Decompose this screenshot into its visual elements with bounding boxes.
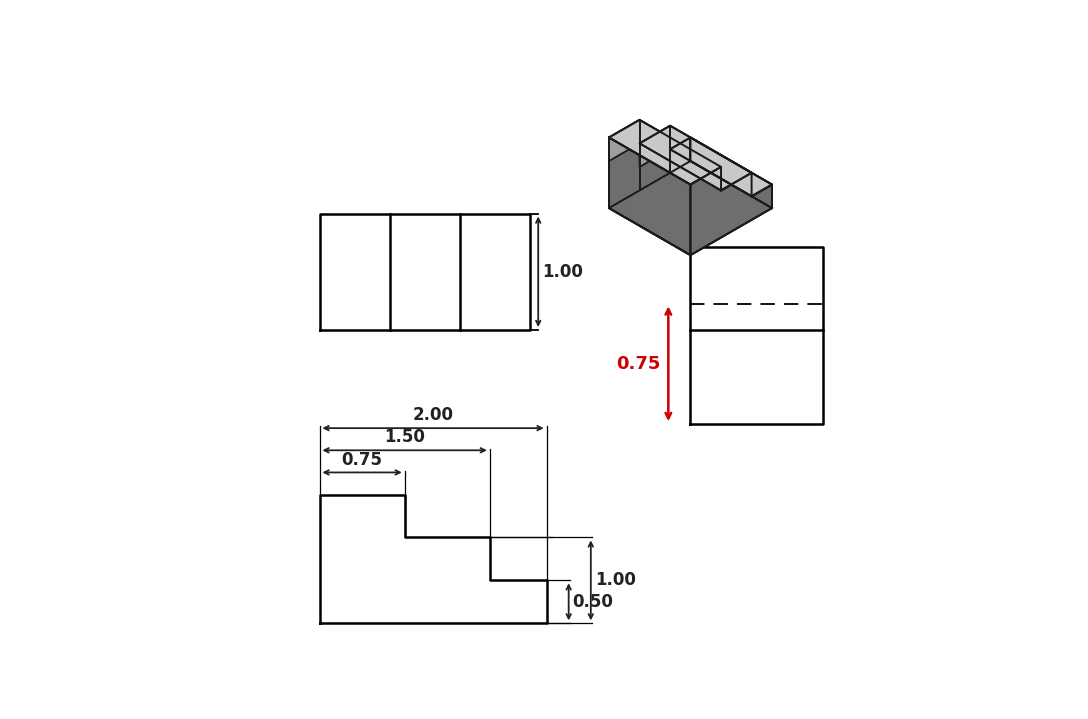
Polygon shape	[609, 120, 721, 185]
Text: 2.00: 2.00	[412, 406, 454, 424]
Polygon shape	[609, 120, 640, 161]
Polygon shape	[691, 167, 772, 255]
Polygon shape	[609, 137, 691, 255]
Text: 1.00: 1.00	[542, 262, 583, 280]
Polygon shape	[691, 137, 772, 208]
Polygon shape	[640, 126, 752, 191]
Polygon shape	[640, 126, 670, 167]
Text: 0.75: 0.75	[342, 451, 383, 469]
Polygon shape	[640, 120, 721, 191]
Text: 1.50: 1.50	[384, 429, 425, 446]
Text: 0.75: 0.75	[616, 354, 660, 372]
Polygon shape	[670, 137, 691, 173]
Text: 0.50: 0.50	[572, 593, 614, 611]
Polygon shape	[670, 137, 772, 196]
Text: 1.00: 1.00	[595, 572, 635, 590]
Polygon shape	[609, 161, 772, 255]
Polygon shape	[670, 126, 752, 196]
